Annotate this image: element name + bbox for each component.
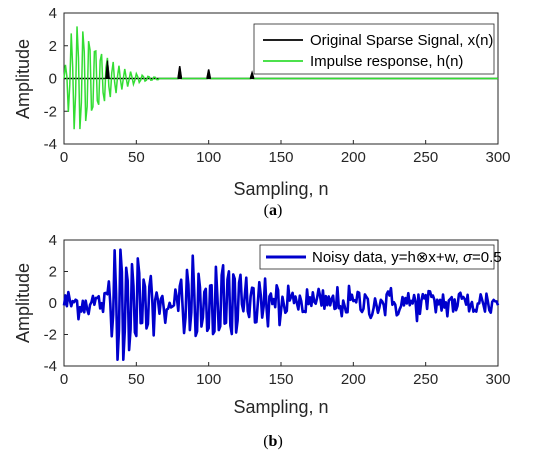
sparse-spike <box>206 69 212 79</box>
y-ticks-a: -4 -2 0 2 4 <box>44 5 68 153</box>
x-tick-label-a: 250 <box>413 149 438 166</box>
panel-b: 0 50 100 150 200 250 300 -4 -2 0 2 4 Sampling, n A… <box>13 232 511 450</box>
y-tick-label-a: 4 <box>49 5 57 22</box>
x-tick-label-a: 150 <box>268 149 293 166</box>
legend-label-impulse: Impulse response, h(n) <box>310 53 463 70</box>
panel-a: 0 50 100 150 200 250 300 -4 -2 0 2 4 Sampling, n A… <box>13 5 511 219</box>
x-tick-label-a: 200 <box>341 149 366 166</box>
y-tick-label-b: 4 <box>49 232 57 249</box>
legend-b: Noisy data, y=h⊗x+w, σ=0.5 <box>259 244 502 270</box>
legend-box-a <box>253 23 495 75</box>
sparse-spike <box>249 71 255 79</box>
y-tick-label-a: 0 <box>49 71 57 88</box>
y-tick-label-b: 2 <box>49 264 57 281</box>
x-tick-label-b: 300 <box>485 371 510 388</box>
x-tick-label-b: 100 <box>196 371 221 388</box>
caption-b: (b) <box>263 433 283 450</box>
y-tick-label-b: 0 <box>49 295 57 312</box>
x-tick-label-b: 0 <box>60 371 68 388</box>
x-axis-label-a: Sampling, n <box>233 179 328 199</box>
y-tick-label-a: -2 <box>44 103 57 120</box>
y-tick-label-b: -2 <box>44 327 57 344</box>
legend-label-noisy: Noisy data, y=h⊗x+w, σ=0.5 <box>312 249 502 266</box>
x-ticks-a: 0 50 100 150 200 250 300 <box>60 140 511 166</box>
y-tick-label-b: -4 <box>44 358 57 375</box>
y-tick-label-a: -4 <box>44 136 57 153</box>
x-tick-label-a: 100 <box>196 149 221 166</box>
y-axis-label-a: Amplitude <box>13 39 33 119</box>
legend-a: Original Sparse Signal, x(n) Impulse res… <box>253 23 495 75</box>
y-tick-label-a: 2 <box>49 38 57 55</box>
series-lines-b <box>62 248 500 361</box>
x-ticks-b: 0 50 100 150 200 250 300 <box>60 362 511 388</box>
x-tick-label-a: 50 <box>128 149 145 166</box>
y-axis-label-b: Amplitude <box>13 263 33 343</box>
series-noisy-data <box>62 248 500 361</box>
x-tick-label-b: 200 <box>341 371 366 388</box>
sparse-spike <box>105 60 110 79</box>
series-impulse-response <box>63 26 498 130</box>
x-axis-label-b: Sampling, n <box>233 397 328 417</box>
x-tick-label-a: 0 <box>60 149 68 166</box>
x-tick-label-b: 50 <box>128 371 145 388</box>
x-tick-label-b: 150 <box>268 371 293 388</box>
series-lines-a <box>63 26 498 130</box>
x-tick-label-a: 300 <box>485 149 510 166</box>
legend-label-original: Original Sparse Signal, x(n) <box>310 32 493 49</box>
caption-a: (a) <box>264 202 283 219</box>
x-tick-label-b: 250 <box>413 371 438 388</box>
sparse-spike <box>177 66 183 79</box>
